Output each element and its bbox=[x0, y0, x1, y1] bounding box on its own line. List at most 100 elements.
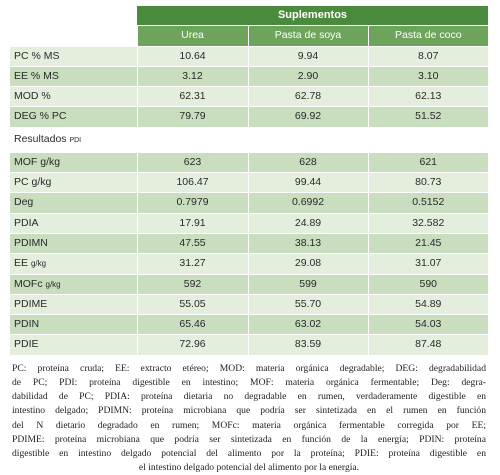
row-label-text: PDIN bbox=[14, 318, 40, 331]
table-cell: 0.5152 bbox=[367, 192, 489, 214]
table-cell: 9.94 bbox=[247, 46, 368, 67]
row-label: PDIN bbox=[10, 314, 137, 336]
row-label-text: PDIE bbox=[14, 338, 39, 351]
section-label: Resultados PDI bbox=[10, 127, 489, 153]
table-cell: 621 bbox=[367, 152, 489, 174]
row-label-unit: g/kg bbox=[30, 259, 47, 269]
row-label-text: PC g/kg bbox=[14, 176, 52, 189]
table-row: Deg 0.7979 0.6992 0.5152 bbox=[10, 192, 489, 214]
column-header-pasta-soya: Pasta de soya bbox=[247, 25, 368, 47]
table-cell: 106.47 bbox=[136, 172, 248, 194]
table-cell: 63.02 bbox=[247, 314, 368, 336]
table-cell: 72.96 bbox=[136, 334, 248, 356]
table-cell: 62.31 bbox=[136, 86, 248, 108]
row-label: MOFc g/kg bbox=[10, 274, 137, 295]
table-row: PC % MS 10.64 9.94 8.07 bbox=[10, 46, 489, 67]
results-rows: MOF g/kg 623 628 621 PC g/kg 106.47 99.44 80.73… bbox=[10, 152, 489, 356]
row-label: PDIE bbox=[10, 334, 137, 356]
table-cell: 31.07 bbox=[367, 253, 489, 275]
table-row: PDIME 55.05 55.70 54.89 bbox=[10, 294, 489, 316]
table-cell: 87.48 bbox=[367, 334, 489, 356]
row-label: DEG % PC bbox=[10, 106, 137, 128]
row-label: MOD % bbox=[10, 86, 137, 108]
row-label: EE % MS bbox=[10, 66, 137, 88]
table-cell: 628 bbox=[247, 152, 368, 174]
table-cell: 69.92 bbox=[247, 106, 368, 128]
row-label-text: PDIME bbox=[14, 297, 48, 310]
row-label-text: PDIA bbox=[14, 216, 39, 229]
row-label-text: EE bbox=[14, 257, 31, 270]
header-corner bbox=[10, 6, 137, 27]
table-row: PDIN 65.46 63.02 54.03 bbox=[10, 314, 489, 336]
table-cell: 8.07 bbox=[367, 46, 489, 67]
row-label-text: MOFc bbox=[14, 277, 46, 290]
row-label-text: PDIMN bbox=[14, 236, 48, 249]
table-cell: 0.6992 bbox=[247, 192, 368, 214]
table-row: PDIE 72.96 83.59 87.48 bbox=[10, 334, 489, 356]
table-cell: 3.12 bbox=[136, 66, 248, 88]
row-label: Deg bbox=[10, 192, 137, 214]
row-label: PDIMN bbox=[10, 233, 137, 255]
table-cell: 32.582 bbox=[367, 213, 489, 234]
row-label: MOF g/kg bbox=[10, 152, 137, 174]
table-cell: 38.13 bbox=[247, 233, 368, 255]
section-label-text: Resultados bbox=[14, 132, 67, 145]
table-cell: 592 bbox=[136, 274, 248, 295]
table-row: MOF g/kg 623 628 621 bbox=[10, 152, 489, 174]
table-cell: 55.70 bbox=[247, 294, 368, 316]
table-cell: 99.44 bbox=[247, 172, 368, 194]
table-cell: 51.52 bbox=[367, 106, 489, 128]
table-cell: 29.08 bbox=[247, 253, 368, 275]
row-label-text: EE % MS bbox=[14, 69, 59, 82]
supplements-table: Suplementos Urea Pasta de soya Pasta de … bbox=[10, 6, 489, 356]
row-label: PC % MS bbox=[10, 46, 137, 67]
table-cell: 62.13 bbox=[367, 86, 489, 108]
row-label-text: Deg bbox=[14, 196, 34, 209]
row-label-text: PC % MS bbox=[14, 49, 60, 62]
table-cell: 623 bbox=[136, 152, 248, 174]
table-row: PDIMN 47.55 38.13 21.45 bbox=[10, 233, 489, 255]
table-cell: 24.89 bbox=[247, 213, 368, 234]
section-label-pdi: PDI bbox=[69, 136, 82, 144]
footnote-line: PC: proteína cruda; EE: extracto etéreo;… bbox=[12, 362, 486, 374]
footnote-line: intestino delgado; PDIMN: proteína micro… bbox=[12, 405, 486, 417]
footnote-line: dabilidad de PC; PDIA: proteína dietaria… bbox=[12, 391, 486, 403]
table-cell: 54.03 bbox=[367, 314, 489, 336]
table-cell: 17.91 bbox=[136, 213, 248, 234]
table-cell: 80.73 bbox=[367, 172, 489, 194]
subheader-corner bbox=[10, 25, 137, 47]
table-row: EE % MS 3.12 2.90 3.10 bbox=[10, 66, 489, 88]
table-row: PC g/kg 106.47 99.44 80.73 bbox=[10, 172, 489, 194]
nutrition-table-figure: Suplementos Urea Pasta de soya Pasta de … bbox=[10, 6, 489, 475]
table-row: PDIA 17.91 24.89 32.582 bbox=[10, 213, 489, 234]
table-cell: 55.05 bbox=[136, 294, 248, 316]
table-cell: 10.64 bbox=[136, 46, 248, 67]
table-cell: 65.46 bbox=[136, 314, 248, 336]
row-label-text: DEG % PC bbox=[14, 110, 67, 123]
column-header-urea: Urea bbox=[136, 25, 248, 47]
section-row-resultados: Resultados PDI bbox=[10, 127, 489, 153]
footnote-line: PDIME: proteína microbiana que podría se… bbox=[12, 433, 486, 445]
table-cell: 599 bbox=[247, 274, 368, 295]
table-cell: 590 bbox=[367, 274, 489, 295]
row-label: PDIME bbox=[10, 294, 137, 316]
table-cell: 47.55 bbox=[136, 233, 248, 255]
footnote-line: del N dietario degradado en rumen; MOFc:… bbox=[12, 419, 486, 431]
table-cell: 0.7979 bbox=[136, 192, 248, 214]
table-cell: 21.45 bbox=[367, 233, 489, 255]
table-row: MOFc g/kg 592 599 590 bbox=[10, 274, 489, 295]
row-label-unit: g/kg bbox=[45, 279, 61, 289]
table-cell: 83.59 bbox=[247, 334, 368, 356]
row-label: EE g/kg bbox=[10, 253, 137, 275]
table-row: EE g/kg 31.27 29.08 31.07 bbox=[10, 253, 489, 275]
table-cell: 3.10 bbox=[367, 66, 489, 88]
table-row: MOD % 62.31 62.78 62.13 bbox=[10, 86, 489, 108]
row-label-text: MOF g/kg bbox=[14, 155, 61, 168]
row-label: PC g/kg bbox=[10, 172, 137, 194]
table-cell: 31.27 bbox=[136, 253, 248, 275]
table-cell: 2.90 bbox=[247, 66, 368, 88]
composition-rows: PC % MS 10.64 9.94 8.07 EE % MS 3.12 2.90 3.10 M… bbox=[10, 46, 489, 128]
footnote: PC: proteína cruda; EE: extracto etéreo;… bbox=[10, 362, 488, 475]
column-header-pasta-coco: Pasta de coco bbox=[367, 25, 489, 47]
footnote-line: digestible en intestino delgado potencia… bbox=[12, 447, 486, 459]
